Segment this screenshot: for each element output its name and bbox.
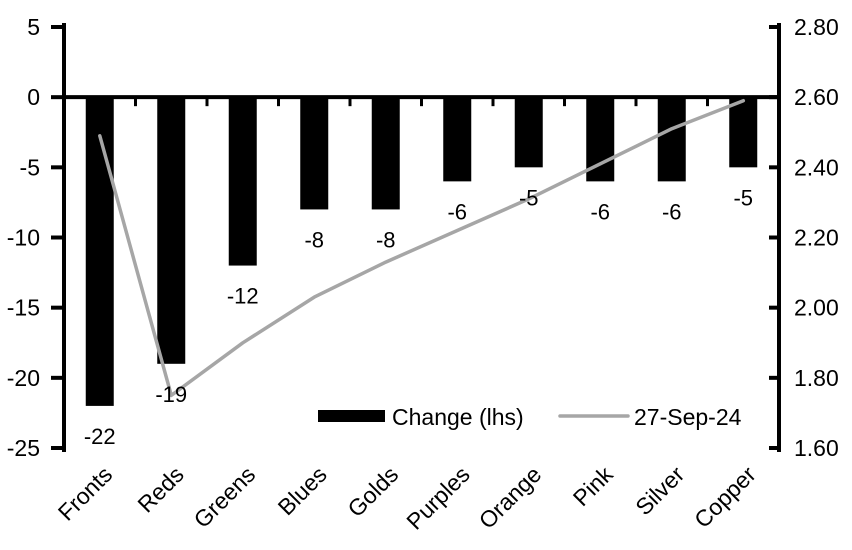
bar-data-label: -12 — [227, 284, 259, 309]
tick-label-left: -20 — [7, 365, 40, 391]
bar — [371, 97, 400, 210]
tick-label-left: 0 — [27, 84, 40, 110]
category-label: Orange — [474, 461, 547, 534]
category-label: Blues — [273, 461, 332, 520]
bar-data-label: -8 — [304, 227, 324, 252]
bar-data-label: -6 — [590, 199, 610, 224]
category-label: Copper — [689, 461, 761, 533]
tick-label-left: -10 — [7, 225, 40, 251]
tick-label-left: -5 — [20, 154, 40, 180]
bar — [657, 97, 686, 182]
tick-label-left: 5 — [27, 14, 40, 40]
category-label: Silver — [630, 461, 689, 520]
tick-label-right: 2.80 — [794, 14, 839, 40]
bar — [228, 97, 257, 266]
bar — [300, 97, 329, 210]
bar-data-label: -6 — [447, 199, 467, 224]
tick-label-right: 2.40 — [794, 154, 839, 180]
bar — [157, 97, 186, 364]
bar — [729, 97, 758, 168]
category-label: Golds — [342, 461, 403, 522]
tick-label-right: 2.60 — [794, 84, 839, 110]
bar-data-label: -8 — [376, 227, 396, 252]
bar — [514, 97, 543, 168]
legend-label-line: 27-Sep-24 — [634, 404, 742, 430]
category-label: Pink — [568, 461, 618, 511]
bar-data-label: -5 — [733, 185, 753, 210]
category-label: Fronts — [53, 461, 117, 525]
line-series — [98, 98, 746, 398]
tick-label-left: -25 — [7, 435, 40, 461]
category-label: Reds — [132, 461, 188, 517]
bar-data-label: -22 — [84, 424, 116, 449]
bar-data-label: -5 — [519, 185, 539, 210]
tick-label-right: 1.60 — [794, 435, 839, 461]
bar-data-label: -6 — [662, 199, 682, 224]
legend-label-bar: Change (lhs) — [392, 404, 524, 430]
category-label: Purples — [401, 461, 475, 535]
tick-label-left: -15 — [7, 295, 40, 321]
tick-label-right: 1.80 — [794, 365, 839, 391]
bar — [443, 97, 472, 182]
tick-label-right: 2.20 — [794, 225, 839, 251]
bar-data-label: -19 — [155, 382, 187, 407]
bar — [85, 97, 114, 406]
legend-swatch-bar — [318, 410, 385, 422]
tick-label-right: 2.00 — [794, 295, 839, 321]
category-label: Greens — [189, 461, 261, 533]
